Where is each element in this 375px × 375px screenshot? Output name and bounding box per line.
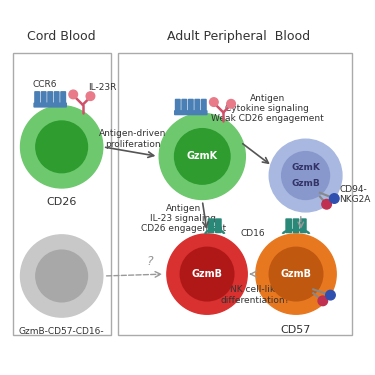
FancyBboxPatch shape bbox=[118, 53, 352, 335]
FancyBboxPatch shape bbox=[33, 102, 67, 108]
Circle shape bbox=[292, 154, 297, 159]
Text: GzmB: GzmB bbox=[280, 269, 312, 279]
Circle shape bbox=[168, 135, 174, 142]
Circle shape bbox=[174, 129, 230, 184]
Text: Antigen
IL-23 signaling
CD26 engagement: Antigen IL-23 signaling CD26 engagement bbox=[141, 204, 226, 234]
Text: GzmK: GzmK bbox=[291, 164, 320, 172]
Circle shape bbox=[194, 242, 200, 248]
Circle shape bbox=[177, 256, 183, 261]
Circle shape bbox=[167, 234, 247, 314]
Circle shape bbox=[283, 242, 288, 248]
FancyBboxPatch shape bbox=[40, 91, 46, 104]
Text: CCR6: CCR6 bbox=[32, 80, 57, 89]
Circle shape bbox=[308, 148, 313, 153]
Circle shape bbox=[269, 247, 323, 301]
FancyBboxPatch shape bbox=[175, 99, 181, 112]
Text: ?: ? bbox=[146, 255, 153, 268]
Text: GzmK: GzmK bbox=[187, 152, 218, 161]
Text: NK cell-like
differentiation?: NK cell-like differentiation? bbox=[220, 285, 290, 305]
Circle shape bbox=[176, 125, 182, 132]
Circle shape bbox=[46, 111, 53, 117]
FancyBboxPatch shape bbox=[188, 99, 194, 112]
Text: CD26: CD26 bbox=[46, 197, 77, 207]
Circle shape bbox=[273, 248, 279, 253]
Text: Antigen-driven
proliferation: Antigen-driven proliferation bbox=[99, 129, 166, 149]
FancyBboxPatch shape bbox=[47, 91, 53, 104]
FancyBboxPatch shape bbox=[292, 218, 299, 233]
Circle shape bbox=[269, 139, 342, 212]
Circle shape bbox=[227, 99, 236, 108]
Circle shape bbox=[256, 234, 336, 314]
Circle shape bbox=[330, 194, 339, 203]
Circle shape bbox=[282, 152, 330, 200]
Circle shape bbox=[210, 98, 218, 106]
Circle shape bbox=[36, 121, 87, 172]
Circle shape bbox=[28, 126, 34, 133]
FancyBboxPatch shape bbox=[194, 99, 200, 112]
Text: GzmB: GzmB bbox=[291, 179, 320, 188]
Circle shape bbox=[159, 113, 245, 200]
FancyBboxPatch shape bbox=[13, 53, 111, 335]
Circle shape bbox=[266, 256, 272, 261]
FancyBboxPatch shape bbox=[174, 110, 208, 115]
Circle shape bbox=[322, 200, 332, 209]
Text: CD57: CD57 bbox=[281, 324, 311, 334]
FancyBboxPatch shape bbox=[34, 91, 40, 104]
Circle shape bbox=[326, 290, 335, 300]
Circle shape bbox=[69, 90, 78, 99]
FancyBboxPatch shape bbox=[300, 218, 307, 233]
Circle shape bbox=[36, 250, 87, 302]
FancyBboxPatch shape bbox=[54, 91, 60, 104]
Circle shape bbox=[21, 235, 103, 317]
Circle shape bbox=[186, 119, 193, 126]
Text: IL-23R: IL-23R bbox=[88, 83, 117, 92]
Circle shape bbox=[318, 296, 328, 306]
Text: GzmB-CD57-CD16-: GzmB-CD57-CD16- bbox=[19, 327, 105, 336]
Text: Adult Peripheral  Blood: Adult Peripheral Blood bbox=[167, 30, 310, 44]
Text: Antigen
Cytokine signaling
Weak CD26 engagement: Antigen Cytokine signaling Weak CD26 eng… bbox=[211, 94, 324, 123]
Text: CD94-
NKG2A: CD94- NKG2A bbox=[339, 185, 370, 204]
FancyBboxPatch shape bbox=[181, 99, 187, 112]
FancyBboxPatch shape bbox=[201, 99, 207, 112]
Text: Cord Blood: Cord Blood bbox=[27, 30, 96, 44]
Circle shape bbox=[36, 117, 42, 123]
FancyBboxPatch shape bbox=[208, 218, 214, 233]
Circle shape bbox=[184, 248, 190, 253]
Circle shape bbox=[180, 247, 234, 301]
FancyBboxPatch shape bbox=[285, 218, 292, 233]
Circle shape bbox=[86, 92, 95, 100]
Text: CD16: CD16 bbox=[240, 230, 265, 238]
FancyBboxPatch shape bbox=[60, 91, 66, 104]
Text: GzmB: GzmB bbox=[192, 269, 222, 279]
Circle shape bbox=[21, 106, 103, 188]
Circle shape bbox=[300, 150, 304, 154]
FancyBboxPatch shape bbox=[215, 218, 222, 233]
